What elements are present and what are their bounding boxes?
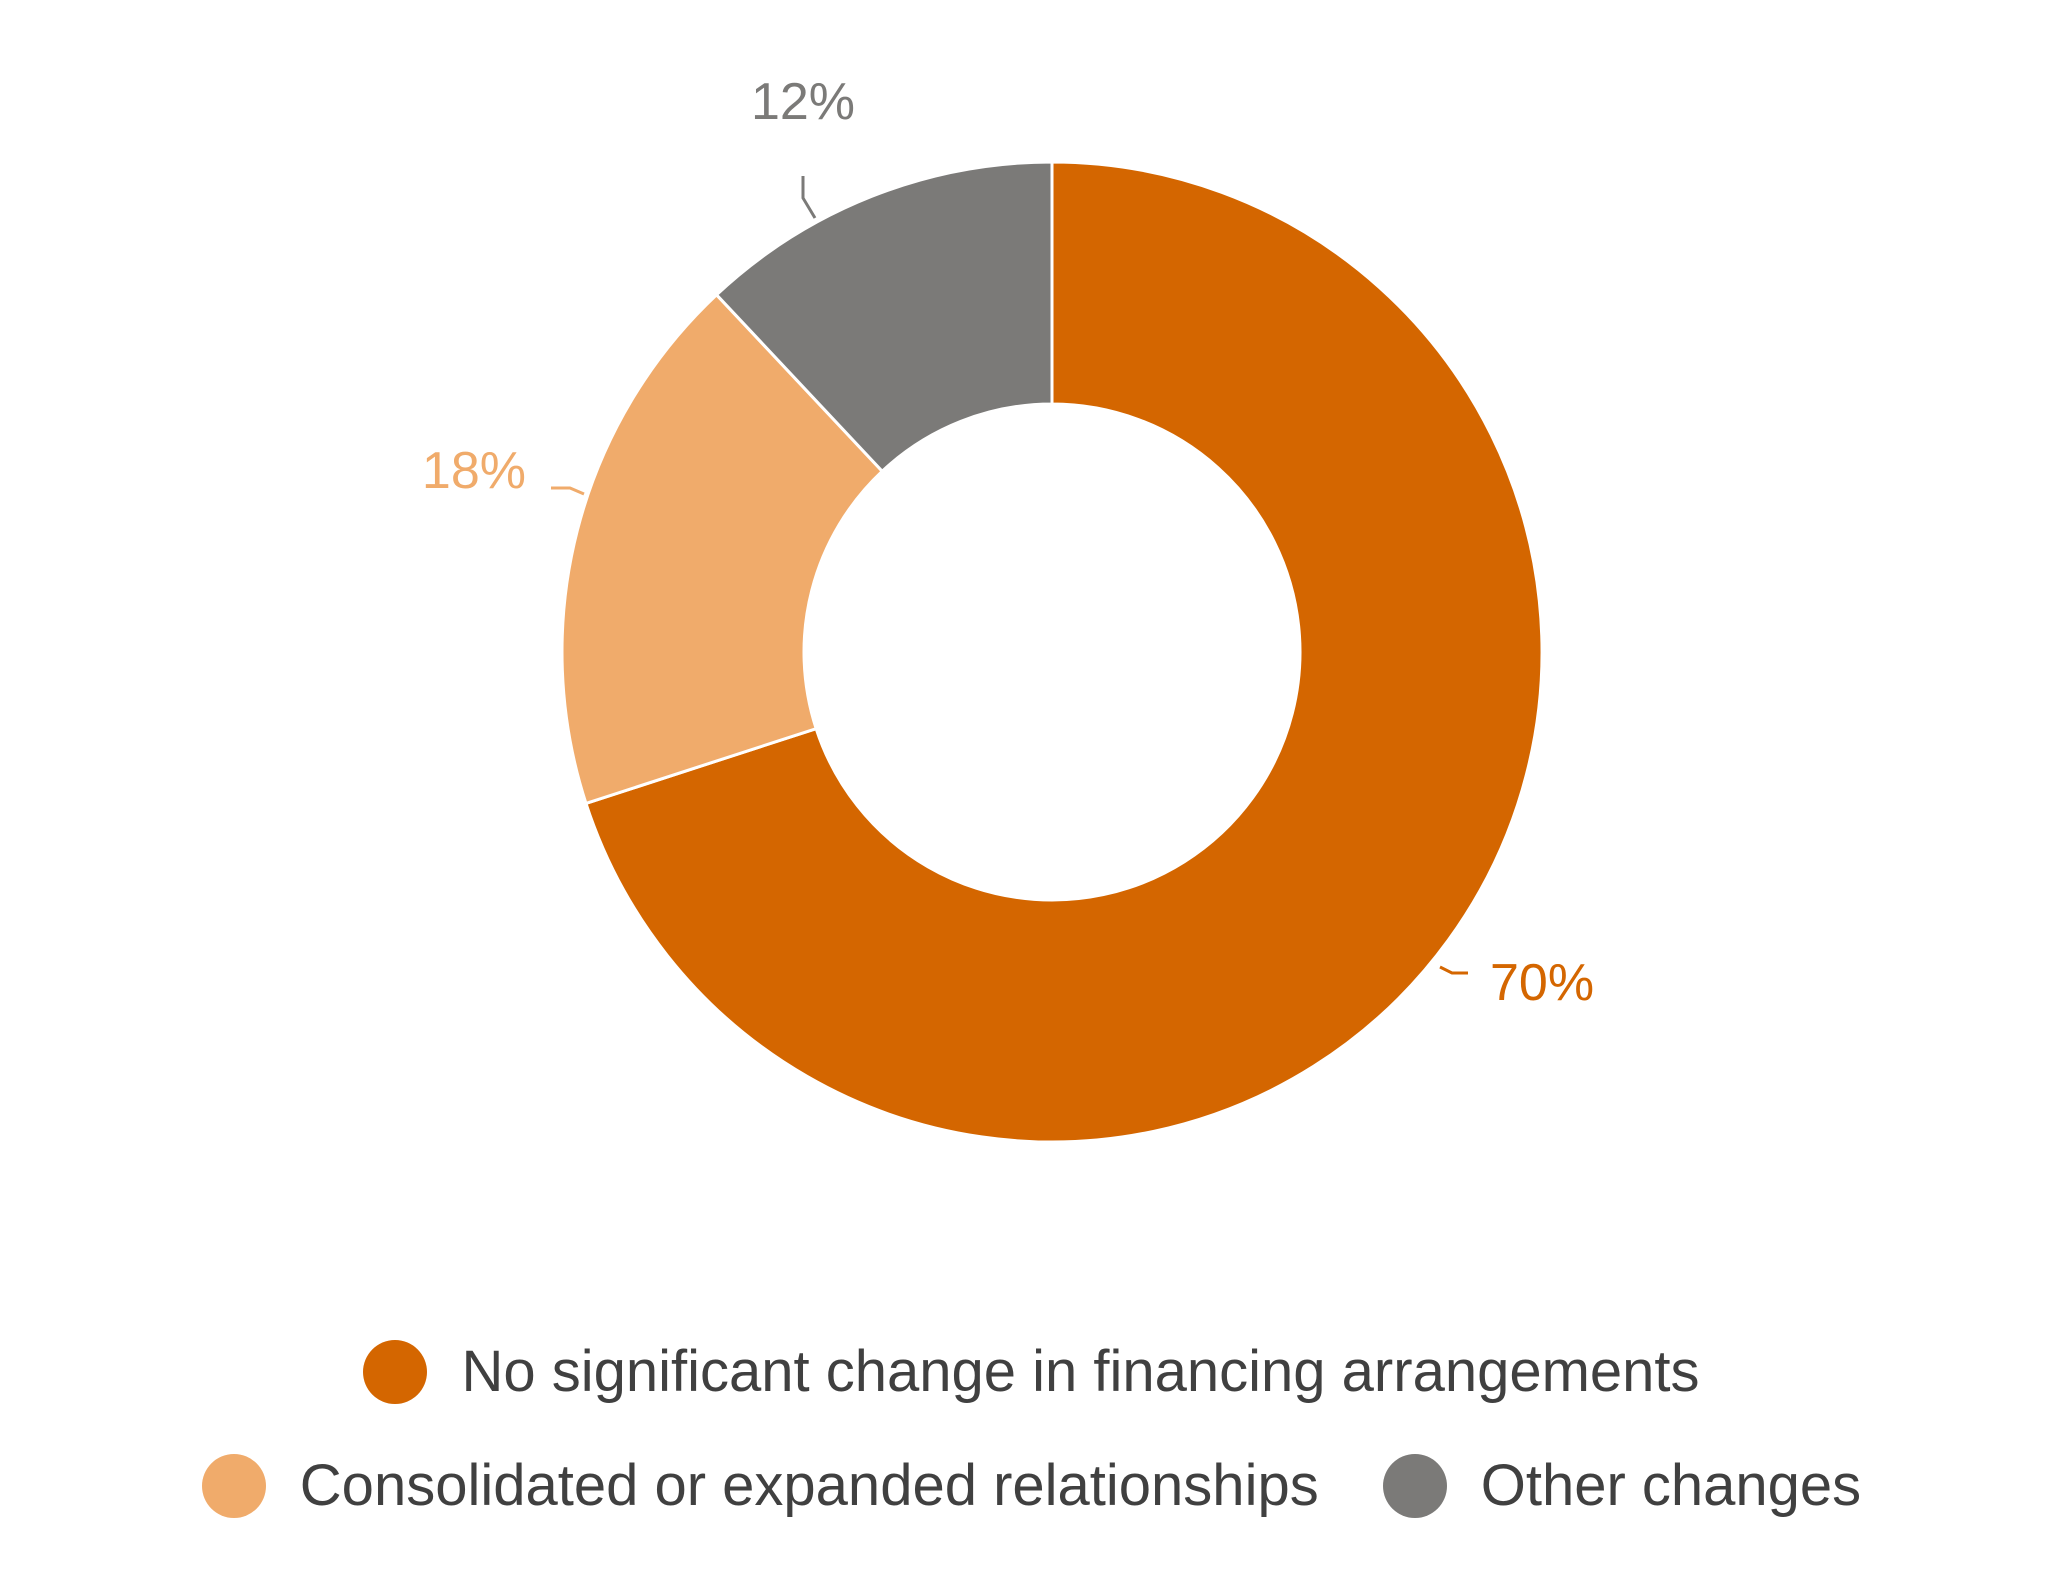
legend-item-consolidated: Consolidated or expanded relationships	[201, 1452, 1319, 1519]
slice-other-changes	[714, 160, 1054, 474]
legend-item-other-changes: Other changes	[1382, 1452, 1862, 1519]
legend-label: Other changes	[1480, 1453, 1862, 1518]
legend-item-no-significant-change: No significant change in financing arran…	[363, 1338, 1700, 1405]
legend-label: No significant change in financing arran…	[461, 1339, 1700, 1404]
leader-line-no-significant-change-in-financing-arrangements	[1439, 965, 1468, 975]
slice-consolidated-or-expanded-relationships	[560, 292, 885, 806]
data-label-other-changes: 12%	[751, 73, 855, 131]
data-label-no-significant-change-in-financing-arrangements: 70%	[1490, 954, 1594, 1012]
legend-row-2: Consolidated or expanded relationships O…	[0, 1452, 2063, 1519]
data-label-consolidated-or-expanded-relationships: 18%	[422, 442, 526, 500]
leader-line-consolidated-or-expanded-relationships	[551, 486, 585, 496]
leader-line-other-changes	[801, 176, 817, 219]
legend-row-1: No significant change in financing arran…	[0, 1338, 2063, 1405]
slice-no-significant-change-in-financing-arrangements	[584, 160, 1544, 1144]
legend-swatch	[201, 1453, 266, 1518]
legend-swatch	[363, 1339, 428, 1404]
legend-label: Consolidated or expanded relationships	[299, 1453, 1319, 1518]
legend-swatch	[1382, 1453, 1447, 1518]
